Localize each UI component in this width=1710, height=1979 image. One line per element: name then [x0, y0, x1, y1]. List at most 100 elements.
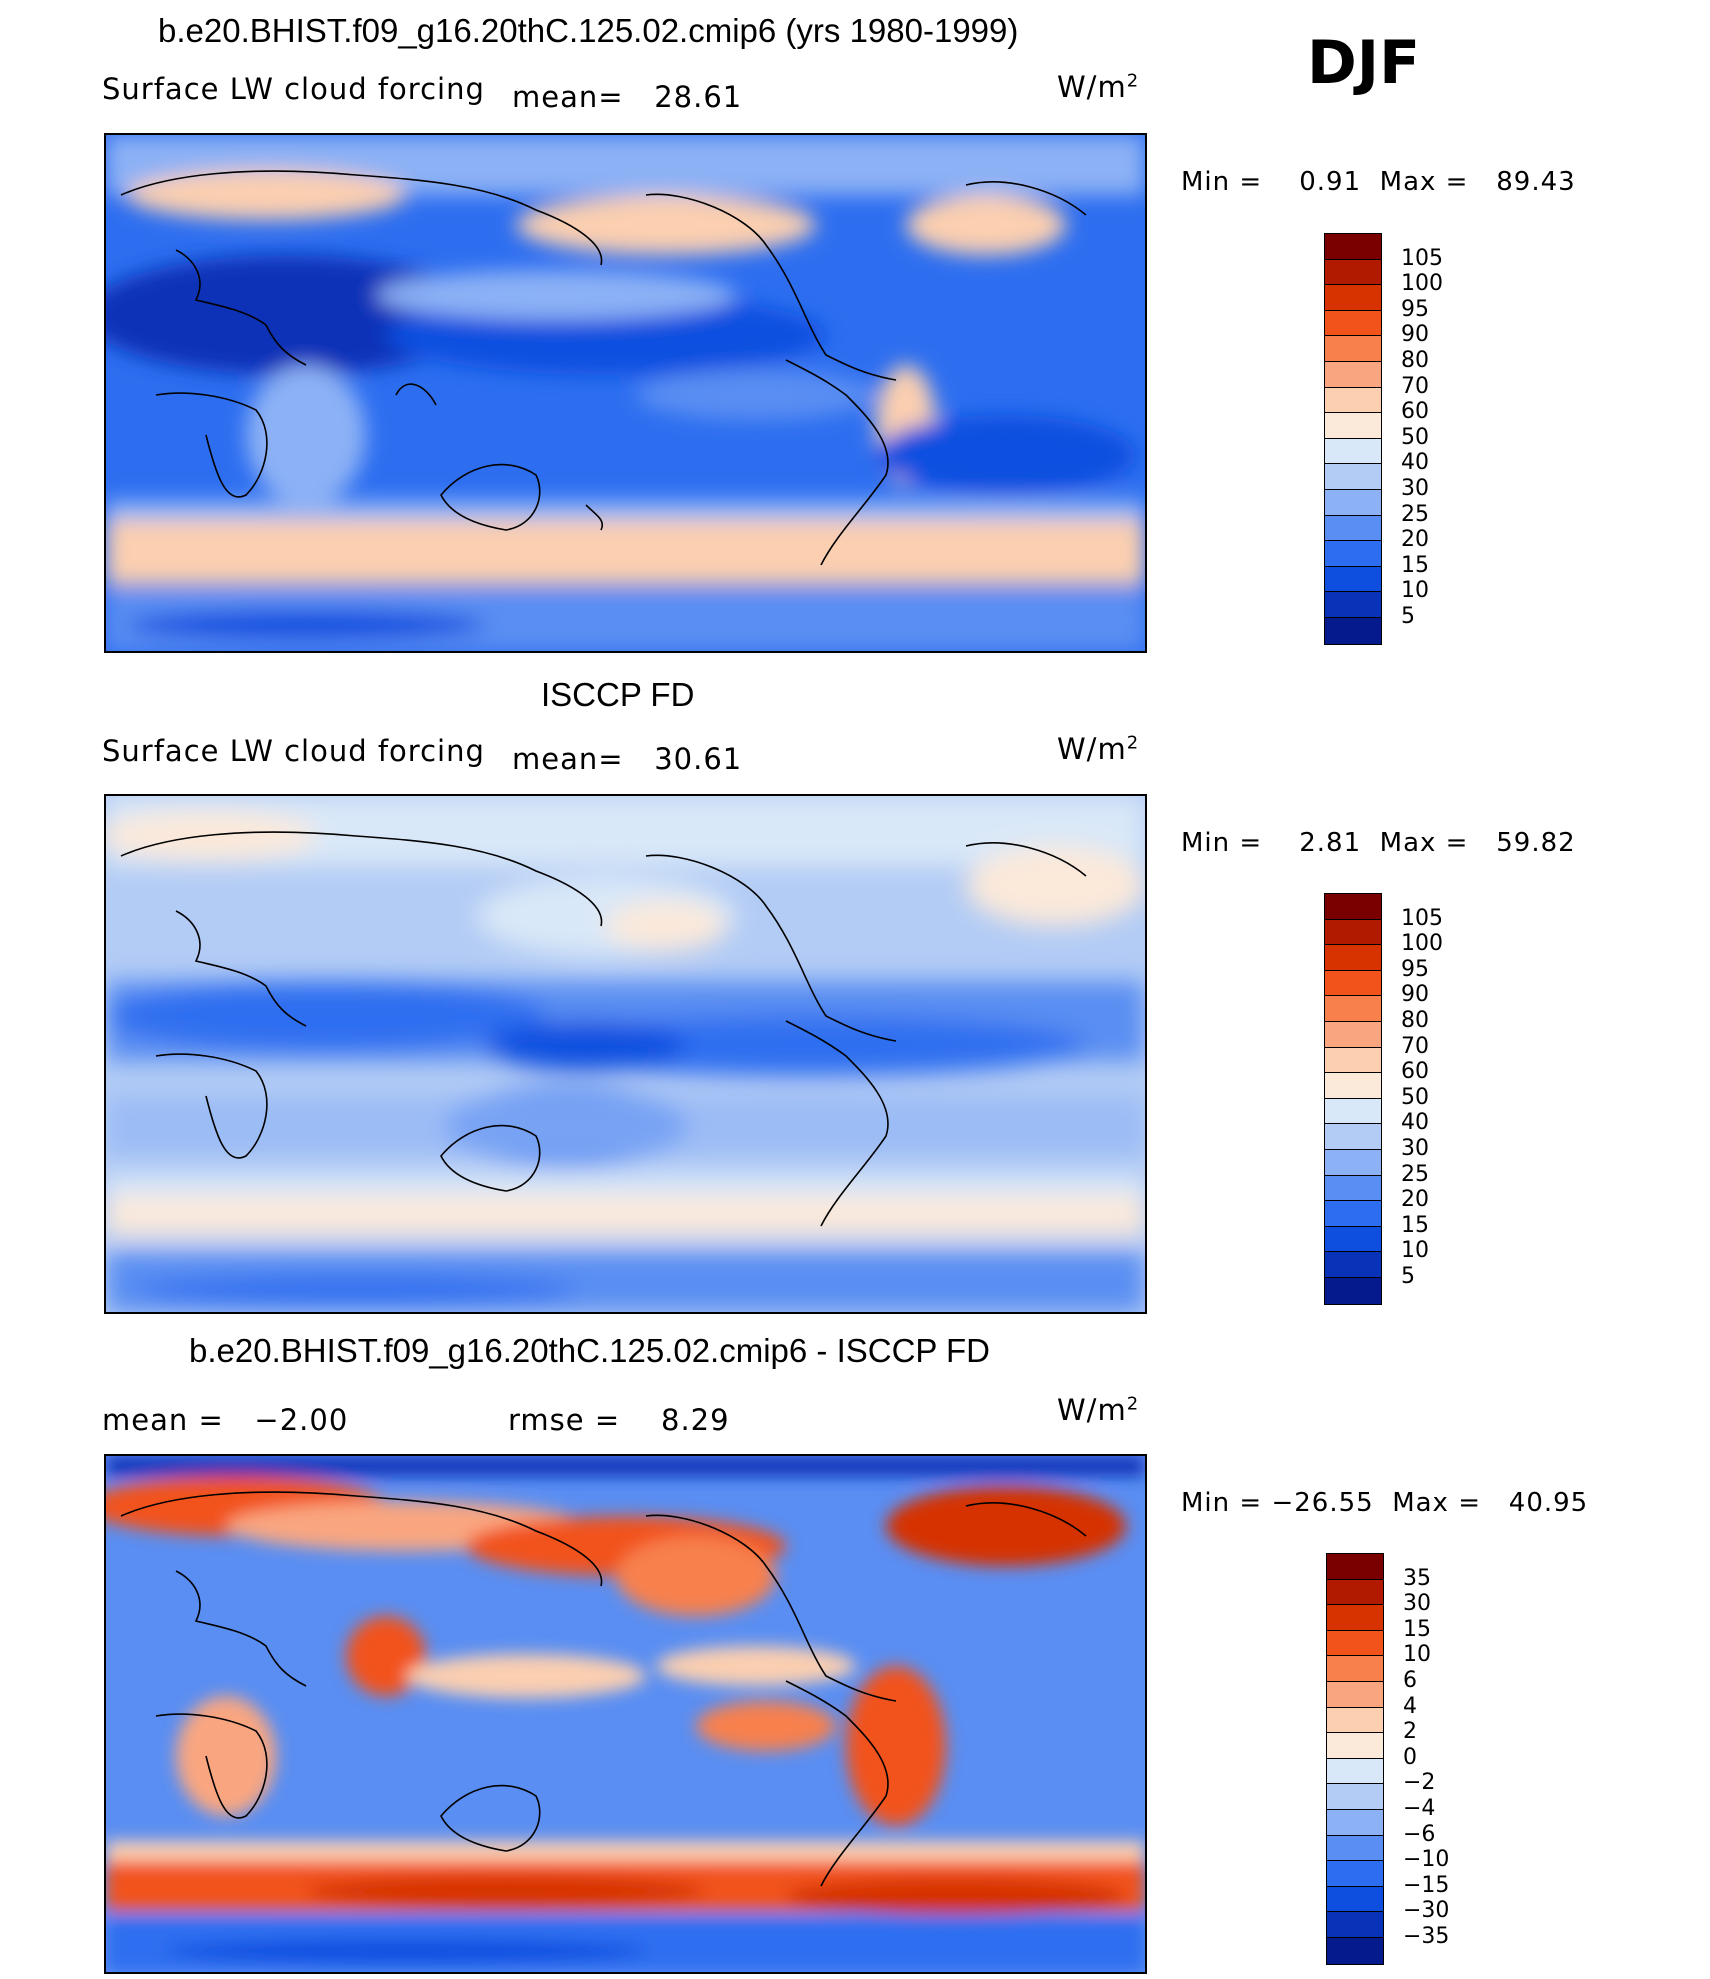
colorbar-label: 10 [1401, 1238, 1429, 1264]
colorbar-label: 30 [1401, 1136, 1429, 1161]
panel-1-mean: mean= 28.61 [512, 80, 743, 114]
colorbar-label: 70 [1401, 373, 1429, 399]
panel-2-colorbar [1324, 893, 1382, 1305]
panel-3-map-svg [106, 1456, 1145, 1972]
coastlines [120, 831, 1087, 1227]
colorbar-swatch [1325, 1226, 1381, 1253]
panel-2-title: ISCCP FD [541, 676, 695, 713]
panel-2-map-svg [106, 796, 1145, 1312]
colorbar-swatch [1325, 489, 1381, 516]
colorbar-label: −35 [1403, 1924, 1450, 1949]
panel-3-minmax: Min = −26.55 Max = 40.95 [1181, 1488, 1589, 1518]
colorbar-label: 95 [1401, 296, 1429, 322]
colorbar-swatch [1327, 1681, 1383, 1708]
colorbar-swatch [1327, 1886, 1383, 1913]
coastlines [120, 170, 1087, 566]
coastlines [120, 1491, 1087, 1887]
colorbar-swatch [1327, 1579, 1383, 1606]
colorbar-swatch [1327, 1861, 1383, 1887]
colorbar-swatch [1325, 566, 1381, 593]
colorbar-label: 95 [1401, 956, 1429, 982]
colorbar-label: 30 [1401, 476, 1429, 501]
colorbar-label: 30 [1403, 1591, 1431, 1617]
colorbar-swatch [1325, 894, 1381, 920]
colorbar-label: 15 [1401, 552, 1429, 578]
colorbar-swatch [1325, 1175, 1381, 1202]
colorbar-label: −30 [1403, 1898, 1450, 1924]
colorbar-swatch [1325, 515, 1381, 542]
colorbar-label: 50 [1401, 424, 1429, 450]
colorbar-swatch [1325, 259, 1381, 286]
panel-2-unit: W/m2 [1057, 732, 1140, 766]
colorbar-swatch [1327, 1784, 1383, 1810]
panel-3-rmse: rmse = 8.29 [508, 1403, 730, 1437]
panel-2-colorbar-swatches [1325, 894, 1381, 1304]
colorbar-label: 15 [1401, 1212, 1429, 1238]
colorbar-swatch [1325, 1252, 1381, 1278]
colorbar-label: 25 [1401, 501, 1429, 527]
colorbar-label: 40 [1401, 1110, 1429, 1136]
colorbar-swatch [1325, 996, 1381, 1022]
colorbar-swatch [1327, 1758, 1383, 1785]
panel-3-map [104, 1454, 1147, 1974]
colorbar-label: 20 [1401, 527, 1429, 553]
panel-1-unit: W/m2 [1057, 70, 1140, 104]
panel-1-colorbar [1324, 233, 1382, 645]
colorbar-label: 40 [1401, 450, 1429, 476]
panel-2-minmax: Min = 2.81 Max = 59.82 [1181, 828, 1576, 858]
colorbar-swatch [1325, 438, 1381, 465]
colorbar-label: 20 [1401, 1187, 1429, 1213]
colorbar-swatch [1325, 1124, 1381, 1150]
colorbar-swatch [1325, 919, 1381, 946]
colorbar-swatch [1325, 1149, 1381, 1176]
colorbar-swatch [1325, 285, 1381, 311]
colorbar-label: 100 [1401, 271, 1443, 297]
colorbar-label: 5 [1401, 1264, 1415, 1289]
panel-2-variable: Surface LW cloud forcing [102, 734, 485, 768]
colorbar-swatch [1325, 234, 1381, 260]
colorbar-swatch [1327, 1835, 1383, 1862]
colorbar-label: 80 [1401, 348, 1429, 373]
colorbar-label: 100 [1401, 931, 1443, 957]
panel-1-title: b.e20.BHIST.f09_g16.20thC.125.02.cmip6 (… [158, 12, 1019, 49]
colorbar-swatch [1325, 413, 1381, 439]
colorbar-swatch [1327, 1707, 1383, 1734]
colorbar-swatch [1325, 1277, 1381, 1304]
colorbar-label: −10 [1403, 1847, 1450, 1873]
panel-3-mean: mean = −2.00 [102, 1403, 349, 1437]
colorbar-swatch [1325, 1098, 1381, 1125]
colorbar-swatch [1325, 1201, 1381, 1227]
colorbar-label: 90 [1401, 322, 1429, 348]
colorbar-label: −15 [1403, 1872, 1450, 1898]
panel-3-colorbar [1326, 1553, 1384, 1965]
colorbar-label: 25 [1401, 1161, 1429, 1187]
colorbar-label: 70 [1401, 1033, 1429, 1059]
colorbar-label: 105 [1401, 905, 1443, 931]
panel-1-variable: Surface LW cloud forcing [102, 72, 485, 106]
colorbar-label: 2 [1403, 1719, 1417, 1745]
colorbar-swatch [1325, 617, 1381, 644]
colorbar-label: 50 [1401, 1084, 1429, 1110]
colorbar-label: 6 [1403, 1668, 1417, 1693]
colorbar-label: 60 [1401, 399, 1429, 425]
colorbar-swatch [1325, 970, 1381, 997]
colorbar-swatch [1327, 1554, 1383, 1580]
colorbar-swatch [1325, 1047, 1381, 1074]
colorbar-label: 80 [1401, 1008, 1429, 1033]
panel-1-map [104, 133, 1147, 653]
panel-3-title: b.e20.BHIST.f09_g16.20thC.125.02.cmip6 -… [189, 1332, 990, 1369]
colorbar-swatch [1327, 1605, 1383, 1631]
colorbar-swatch [1327, 1912, 1383, 1938]
panel-2-mean: mean= 30.61 [512, 742, 743, 776]
colorbar-label: 4 [1403, 1693, 1417, 1719]
colorbar-swatch [1325, 361, 1381, 388]
colorbar-label: 105 [1401, 245, 1443, 271]
panel-1-minmax: Min = 0.91 Max = 89.43 [1181, 167, 1576, 197]
colorbar-label: −2 [1403, 1770, 1436, 1796]
colorbar-swatch [1325, 945, 1381, 971]
colorbar-label: −4 [1403, 1796, 1436, 1821]
colorbar-label: 60 [1401, 1059, 1429, 1085]
colorbar-swatch [1325, 387, 1381, 414]
colorbar-swatch [1325, 592, 1381, 618]
colorbar-swatch [1325, 310, 1381, 337]
